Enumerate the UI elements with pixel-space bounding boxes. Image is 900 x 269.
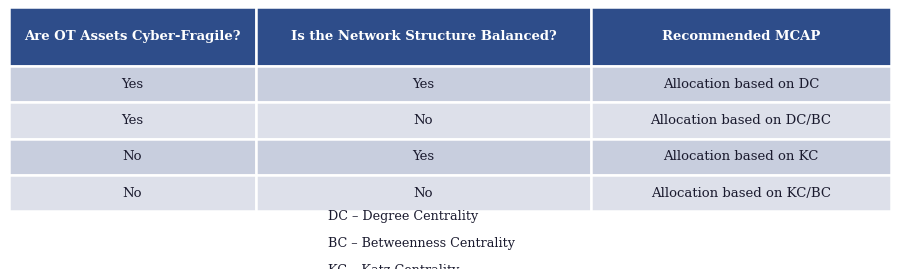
FancyBboxPatch shape xyxy=(256,175,591,211)
FancyBboxPatch shape xyxy=(591,139,891,175)
FancyBboxPatch shape xyxy=(256,7,591,66)
FancyBboxPatch shape xyxy=(256,66,591,102)
Text: Yes: Yes xyxy=(122,114,143,127)
FancyBboxPatch shape xyxy=(9,175,256,211)
Text: Recommended MCAP: Recommended MCAP xyxy=(662,30,820,43)
FancyBboxPatch shape xyxy=(591,175,891,211)
Text: No: No xyxy=(414,114,433,127)
Text: DC – Degree Centrality: DC – Degree Centrality xyxy=(328,210,479,223)
FancyBboxPatch shape xyxy=(9,139,256,175)
FancyBboxPatch shape xyxy=(591,7,891,66)
FancyBboxPatch shape xyxy=(256,102,591,139)
Text: BC – Betweenness Centrality: BC – Betweenness Centrality xyxy=(328,237,516,250)
FancyBboxPatch shape xyxy=(9,7,256,66)
Text: Is the Network Structure Balanced?: Is the Network Structure Balanced? xyxy=(291,30,556,43)
Text: Are OT Assets Cyber-Fragile?: Are OT Assets Cyber-Fragile? xyxy=(24,30,240,43)
Text: Allocation based on KC/BC: Allocation based on KC/BC xyxy=(651,186,831,200)
FancyBboxPatch shape xyxy=(591,66,891,102)
FancyBboxPatch shape xyxy=(9,66,256,102)
Text: Yes: Yes xyxy=(122,77,143,91)
FancyBboxPatch shape xyxy=(256,139,591,175)
Text: No: No xyxy=(122,150,142,163)
FancyBboxPatch shape xyxy=(9,102,256,139)
Text: No: No xyxy=(122,186,142,200)
Text: Allocation based on DC: Allocation based on DC xyxy=(663,77,819,91)
Text: KC – Katz Centrality: KC – Katz Centrality xyxy=(328,264,460,269)
Text: Allocation based on DC/BC: Allocation based on DC/BC xyxy=(651,114,832,127)
FancyBboxPatch shape xyxy=(591,102,891,139)
Text: Yes: Yes xyxy=(412,150,435,163)
Text: Allocation based on KC: Allocation based on KC xyxy=(663,150,819,163)
Text: No: No xyxy=(414,186,433,200)
Text: Yes: Yes xyxy=(412,77,435,91)
